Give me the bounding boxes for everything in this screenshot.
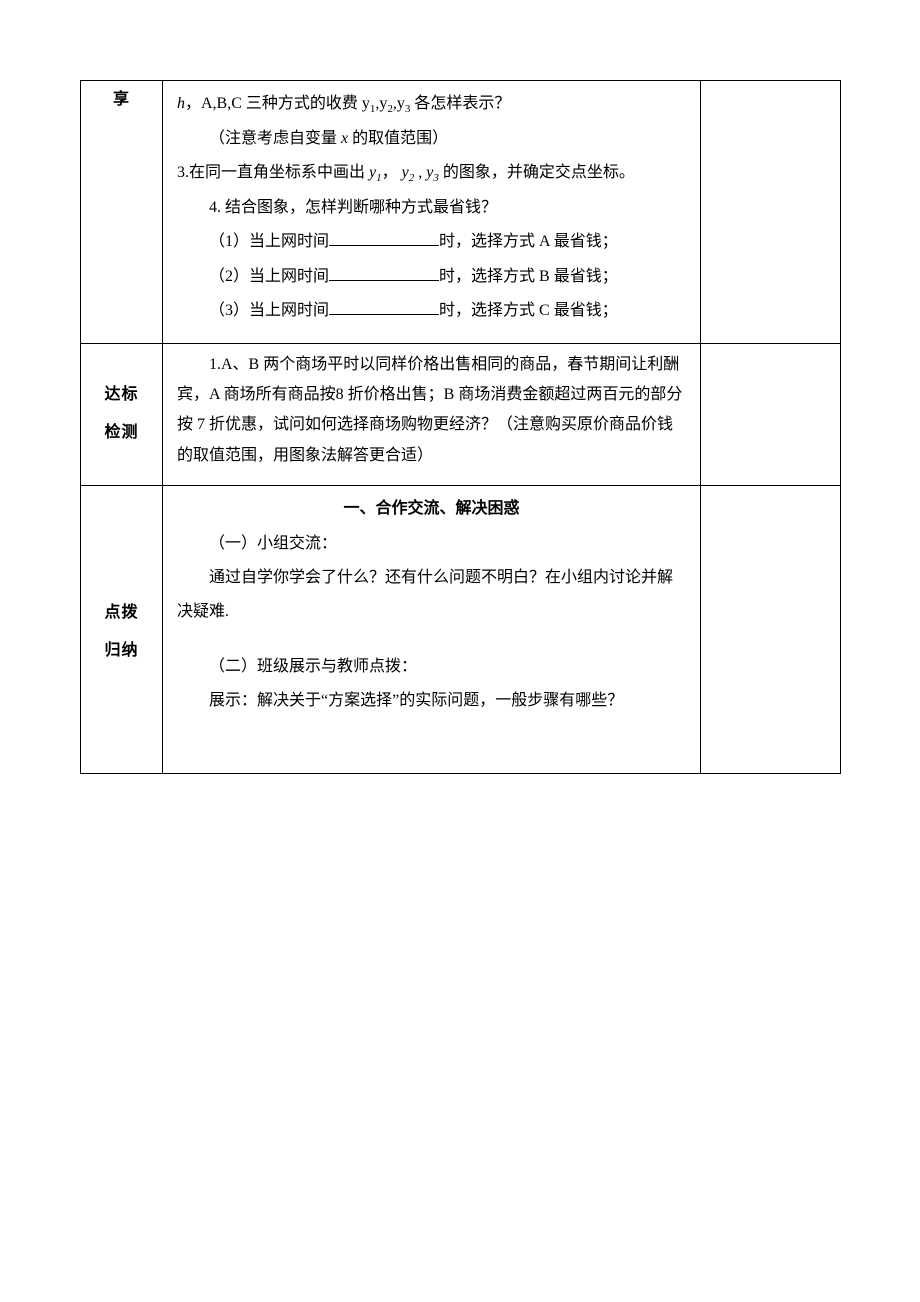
t: 1.A、B 两个商场平时以同样价格出售相同的商品，春节期间让利酬宾，A 商场所有…	[177, 356, 682, 464]
notes-cell	[701, 343, 841, 486]
text-block: 展示：解决关于“方案选择”的实际问题，一般步骤有哪些？	[177, 684, 686, 718]
blank-field[interactable]	[329, 230, 439, 246]
content-cell: 1.A、B 两个商场平时以同样价格出售相同的商品，春节期间让利酬宾，A 商场所有…	[163, 343, 701, 486]
table-row: 点拨 归纳 一、合作交流、解决困惑 （一）小组交流： 通过自学你学会了什么？还有…	[81, 486, 841, 773]
text-line: 4. 结合图象，怎样判断哪种方式最省钱？	[177, 191, 686, 225]
text-line: （二）班级展示与教师点拨：	[177, 650, 686, 684]
blank-field[interactable]	[329, 265, 439, 281]
spacer	[177, 719, 686, 739]
notes-cell	[701, 81, 841, 344]
content-cell: 一、合作交流、解决困惑 （一）小组交流： 通过自学你学会了什么？还有什么问题不明…	[163, 486, 701, 773]
t: 时，选择方式 B 最省钱；	[439, 268, 618, 285]
row-label: 点拨	[104, 598, 138, 622]
text-line: （2）当上网时间 时，选择方式 B 最省钱；	[177, 260, 686, 294]
document-page: 享 hh，A,B,C 三种方式的收费 y，A,B,C 三种方式的收费 y1,y2…	[80, 80, 840, 774]
t: 展示：解决关于“方案选择”的实际问题，一般步骤有哪些？	[209, 692, 623, 709]
text-line: （1）当上网时间 时，选择方式 A 最省钱；	[177, 225, 686, 259]
text-line: （注意考虑自变量 x 的取值范围）	[177, 122, 686, 156]
table-row: 享 hh，A,B,C 三种方式的收费 y，A,B,C 三种方式的收费 y1,y2…	[81, 81, 841, 344]
t: 通过自学你学会了什么？还有什么问题不明白？在小组内讨论并解决疑难.	[177, 569, 673, 620]
sub: 1	[370, 103, 376, 115]
content-inner: 一、合作交流、解决困惑 （一）小组交流： 通过自学你学会了什么？还有什么问题不明…	[163, 486, 700, 772]
spacer	[177, 739, 686, 759]
row-label: 享	[113, 91, 130, 108]
t: （2）当上网时间	[209, 268, 329, 285]
sub: 2	[409, 172, 415, 184]
label-stack: 点拨 归纳	[81, 586, 162, 672]
text-block: 1.A、B 两个商场平时以同样价格出售相同的商品，春节期间让利酬宾，A 商场所有…	[177, 350, 686, 472]
row-label: 归纳	[104, 636, 138, 660]
table-row: 达标 检测 1.A、B 两个商场平时以同样价格出售相同的商品，春节期间让利酬宾，…	[81, 343, 841, 486]
row-label-cell: 达标 检测	[81, 343, 163, 486]
text-block: 通过自学你学会了什么？还有什么问题不明白？在小组内讨论并解决疑难.	[177, 561, 686, 630]
sub: 3	[433, 172, 439, 184]
row-label-cell: 点拨 归纳	[81, 486, 163, 773]
label-stack: 达标 检测	[81, 374, 162, 454]
section-heading: 一、合作交流、解决困惑	[177, 492, 686, 526]
row-label: 达标	[104, 380, 138, 404]
lesson-table: 享 hh，A,B,C 三种方式的收费 y，A,B,C 三种方式的收费 y1,y2…	[80, 80, 841, 774]
t: 时，选择方式 C 最省钱；	[439, 302, 618, 319]
content-inner: 1.A、B 两个商场平时以同样价格出售相同的商品，春节期间让利酬宾，A 商场所有…	[163, 344, 700, 486]
spacer	[177, 630, 686, 650]
t: （1）当上网时间	[209, 233, 329, 250]
text-line: hh，A,B,C 三种方式的收费 y，A,B,C 三种方式的收费 y1,y2,y…	[177, 87, 686, 122]
blank-field[interactable]	[329, 299, 439, 315]
t: 时，选择方式 A 最省钱；	[439, 233, 618, 250]
row-label: 检测	[104, 418, 138, 442]
t: 各怎样表示？	[410, 95, 510, 112]
sub: 1	[376, 172, 382, 184]
notes-cell	[701, 486, 841, 773]
content-inner: hh，A,B,C 三种方式的收费 y，A,B,C 三种方式的收费 y1,y2,y…	[163, 81, 700, 343]
text-line: （一）小组交流：	[177, 527, 686, 561]
text-line: （3）当上网时间 时，选择方式 C 最省钱；	[177, 294, 686, 328]
sub: 2	[387, 103, 393, 115]
content-cell: hh，A,B,C 三种方式的收费 y，A,B,C 三种方式的收费 y1,y2,y…	[163, 81, 701, 344]
text-line: 3.在同一直角坐标系中画出 y1， y2 , y3 的图象，并确定交点坐标。	[177, 156, 686, 191]
row-label-cell: 享	[81, 81, 163, 344]
t: （3）当上网时间	[209, 302, 329, 319]
